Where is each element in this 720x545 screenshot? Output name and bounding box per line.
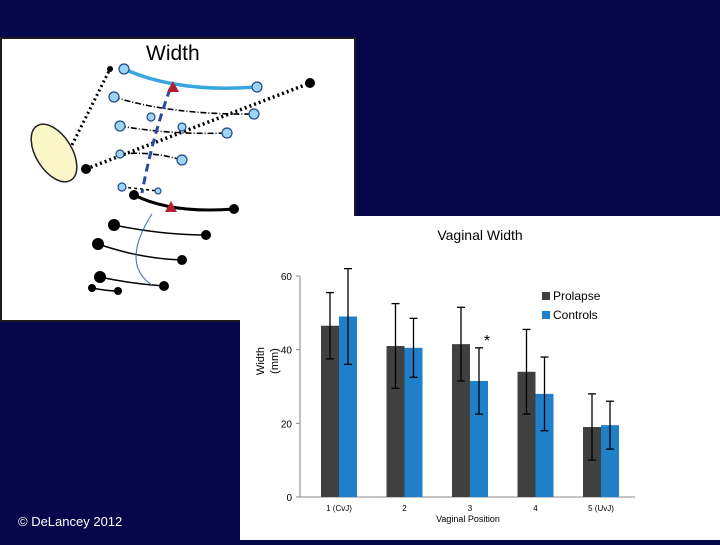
dot-6 <box>221 127 233 139</box>
error-bars-group <box>326 267 614 461</box>
bar-controls-3 <box>535 393 554 497</box>
y-axis-label-2: (mm) <box>269 348 281 374</box>
y-tick-label-1: 20 <box>281 419 293 430</box>
dot-4 <box>248 108 260 120</box>
vaginal-axis-dashed <box>140 88 172 194</box>
bar-prolapse-1 <box>386 345 405 497</box>
bar-controls-4 <box>601 425 619 497</box>
y-axis-label-1: Width <box>255 347 267 375</box>
bar-chart: Vaginal Width Width (mm) Vaginal Positio… <box>255 227 635 524</box>
y-tick-label-3: 60 <box>281 272 293 283</box>
error-bar-controls-0 <box>344 267 352 366</box>
error-bar-prolapse-2 <box>457 306 465 382</box>
x-tick-label-3: 4 <box>533 504 538 513</box>
width-curve-5 <box>121 186 159 192</box>
annotations: * <box>484 333 490 350</box>
width-curve-9 <box>99 276 165 287</box>
dot-10 <box>154 187 162 195</box>
legend-swatch-prolapse <box>542 292 550 300</box>
dot-8 <box>176 154 188 166</box>
chart-title: Vaginal Width <box>437 227 522 243</box>
diagram-title: Width <box>146 42 200 65</box>
blue-thin-curve <box>135 213 153 286</box>
anatomy-diagram-panel <box>0 37 356 322</box>
error-bar-controls-3 <box>540 356 549 432</box>
black-dot-2 <box>107 66 113 72</box>
x-tick-label-0: 1 (CvJ) <box>326 504 352 513</box>
y-tick-labels: 0 20 40 60 <box>281 272 300 504</box>
black-dot-1 <box>305 78 315 88</box>
error-bar-controls-2 <box>475 347 483 415</box>
error-bar-controls-4 <box>606 400 614 450</box>
pelvic-line-lower <box>70 68 112 146</box>
dot-7 <box>115 149 125 159</box>
black-dot-12 <box>88 284 96 292</box>
black-dot-5 <box>229 204 239 214</box>
bar-prolapse-4 <box>583 427 601 497</box>
error-bar-controls-1 <box>409 317 418 378</box>
bar-controls-2 <box>470 380 488 497</box>
y-tick-label-2: 40 <box>281 346 293 357</box>
error-bar-prolapse-3 <box>522 328 531 415</box>
copyright-text: © DeLancey 2012 <box>18 514 123 529</box>
dot-5 <box>114 120 126 132</box>
width-curve-top <box>123 67 258 90</box>
width-curve-6 <box>133 193 235 212</box>
x-tick-labels: 1 (CvJ) 2 3 4 5 (UvJ) <box>326 504 614 513</box>
pubic-bone-ellipse <box>30 123 78 183</box>
dot-2 <box>251 81 263 93</box>
chart-panel: Vaginal Width Width (mm) Vaginal Positio… <box>240 216 720 540</box>
black-dot-10 <box>94 271 106 283</box>
anatomy-diagram <box>30 63 315 295</box>
bars-group <box>321 316 619 497</box>
bar-prolapse-0 <box>321 325 339 497</box>
error-bar-prolapse-0 <box>326 291 334 360</box>
black-dot-13 <box>114 287 122 295</box>
black-dot-11 <box>159 281 169 291</box>
black-dot-3 <box>81 164 91 174</box>
error-bar-prolapse-1 <box>391 302 400 389</box>
significance-asterisk-0: * <box>484 333 490 350</box>
black-dot-6 <box>108 219 120 231</box>
dot-12 <box>177 122 187 132</box>
bar-prolapse-2 <box>452 344 470 497</box>
bar-controls-1 <box>404 347 423 497</box>
legend-label-prolapse: Prolapse <box>553 289 601 303</box>
legend-label-controls: Controls <box>553 308 598 322</box>
dot-1 <box>118 63 130 75</box>
black-dot-8 <box>92 238 104 250</box>
legend: Prolapse Controls <box>542 289 601 322</box>
x-tick-label-1: 2 <box>402 504 407 513</box>
y-tick-label-0: 0 <box>286 493 292 504</box>
dot-3 <box>108 91 120 103</box>
width-curve-7 <box>113 224 207 236</box>
black-dot-9 <box>177 255 187 265</box>
error-bar-prolapse-4 <box>588 393 596 461</box>
marker-triangle-bottom <box>165 201 177 212</box>
width-curve-2 <box>113 96 255 115</box>
x-axis-title: Vaginal Position <box>436 514 500 524</box>
dot-11 <box>146 112 156 122</box>
black-dot-7 <box>201 230 211 240</box>
black-dot-4 <box>129 190 139 200</box>
x-tick-label-2: 3 <box>468 504 473 513</box>
bar-controls-0 <box>339 316 357 497</box>
marker-triangle-top <box>167 81 179 92</box>
bar-prolapse-3 <box>517 371 536 497</box>
x-tick-label-4: 5 (UvJ) <box>588 504 614 513</box>
width-curve-3 <box>119 125 228 135</box>
dot-9 <box>117 182 127 192</box>
width-curve-8 <box>97 243 183 261</box>
legend-swatch-controls <box>542 311 550 319</box>
